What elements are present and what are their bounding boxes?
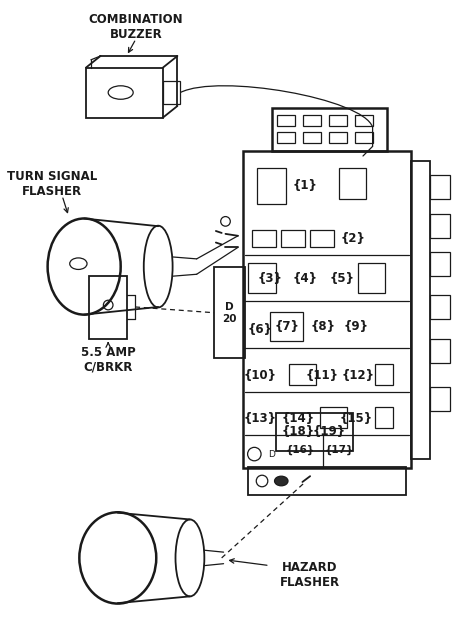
Bar [430, 338, 449, 363]
Bar [329, 132, 346, 143]
Bar [89, 276, 128, 338]
Bar [430, 175, 449, 199]
Bar [329, 115, 346, 126]
Text: 5.5 AMP
C/BRKR: 5.5 AMP C/BRKR [81, 346, 136, 374]
Text: {1}: {1} [293, 180, 318, 192]
Text: {4}: {4} [293, 271, 318, 284]
Text: {6}: {6} [247, 323, 273, 335]
Bar [375, 407, 393, 428]
Bar [214, 266, 245, 358]
Bar [281, 230, 305, 247]
Bar [253, 230, 276, 247]
Bar [86, 68, 163, 117]
Bar [163, 81, 180, 104]
Text: {16}: {16} [286, 445, 315, 455]
Bar [375, 364, 393, 385]
Bar [310, 230, 334, 247]
Bar [430, 387, 449, 411]
Text: {7}: {7} [274, 320, 300, 333]
Bar [270, 311, 303, 340]
Text: {13}: {13} [244, 412, 277, 425]
Bar [289, 364, 316, 385]
Text: {19}: {19} [313, 425, 346, 438]
Text: D
20: D 20 [222, 302, 237, 323]
Bar [430, 214, 449, 238]
Bar [303, 115, 321, 126]
Text: TURN SIGNAL
FLASHER: TURN SIGNAL FLASHER [7, 170, 98, 198]
Bar [247, 467, 406, 495]
Text: {8}: {8} [310, 320, 335, 333]
Bar [247, 263, 276, 293]
Bar [277, 115, 295, 126]
Text: {15}: {15} [340, 412, 373, 425]
Text: {17}: {17} [324, 445, 354, 455]
Text: {12}: {12} [342, 369, 374, 382]
Text: {10}: {10} [244, 369, 277, 382]
Text: COMBINATION
BUZZER: COMBINATION BUZZER [89, 13, 183, 41]
Text: {2}: {2} [341, 232, 366, 245]
Bar [303, 132, 321, 143]
Bar [276, 413, 354, 451]
Bar [257, 168, 286, 204]
Bar [339, 168, 366, 199]
Text: {5}: {5} [329, 271, 355, 284]
Text: {9}: {9} [344, 320, 369, 333]
Bar [430, 295, 449, 320]
Bar [411, 161, 430, 459]
Text: {3}: {3} [257, 271, 282, 284]
Text: D: D [268, 450, 275, 458]
Bar [356, 132, 373, 143]
Bar [320, 407, 346, 428]
Text: HAZARD
FLASHER: HAZARD FLASHER [280, 561, 340, 589]
Bar [272, 108, 387, 151]
Text: {14}: {14} [282, 412, 315, 425]
Bar [356, 115, 373, 126]
Ellipse shape [274, 476, 288, 486]
Bar [430, 252, 449, 276]
Text: {11}: {11} [305, 369, 338, 382]
Text: {18}: {18} [282, 425, 315, 438]
Bar [358, 263, 385, 293]
Bar [277, 132, 295, 143]
Bar [243, 151, 411, 468]
